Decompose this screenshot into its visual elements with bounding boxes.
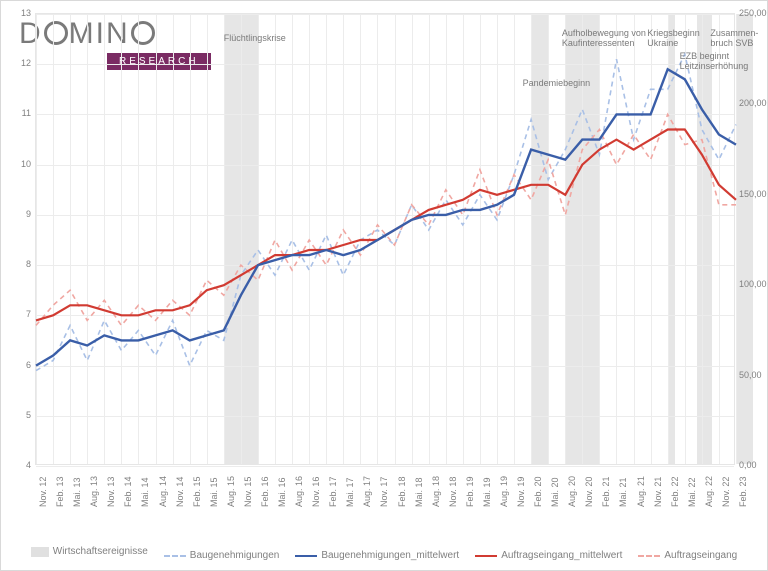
y-left-tick: 10 [15, 159, 31, 169]
x-tick: Nov. 15 [243, 477, 253, 507]
x-tick: Aug. 15 [226, 476, 236, 507]
x-tick: Feb. 14 [123, 476, 133, 507]
x-tick: Nov. 22 [721, 477, 731, 507]
x-tick: Feb. 15 [192, 476, 202, 507]
y-right-tick: 50,00 [739, 370, 762, 380]
x-tick: Aug. 19 [499, 476, 509, 507]
x-tick: Feb. 20 [533, 476, 543, 507]
x-tick: Aug. 17 [362, 476, 372, 507]
x-tick: Nov. 21 [653, 477, 663, 507]
x-tick: Aug. 13 [89, 476, 99, 507]
x-tick: Nov. 14 [175, 477, 185, 507]
legend-label: Baugenehmigungen [190, 550, 280, 561]
legend-label: Auftragseingang_mittelwert [501, 550, 622, 561]
x-tick: Nov. 17 [379, 477, 389, 507]
x-tick: Mai. 22 [687, 477, 697, 507]
legend-swatch [164, 555, 186, 557]
y-left-tick: 5 [15, 410, 31, 420]
legend-swatch [31, 547, 49, 557]
x-tick: Nov. 19 [516, 477, 526, 507]
y-left-tick: 8 [15, 259, 31, 269]
y-left-tick: 13 [15, 8, 31, 18]
y-right-tick: 150,00 [739, 189, 767, 199]
y-right-tick: 200,00 [739, 98, 767, 108]
x-tick: Mai. 15 [209, 477, 219, 507]
y-left-tick: 12 [15, 58, 31, 68]
x-tick: Nov. 12 [38, 477, 48, 507]
y-right-tick: 100,00 [739, 279, 767, 289]
line-series [36, 14, 736, 466]
x-tick: Nov. 13 [106, 477, 116, 507]
event-annotation: EZB beginnt Leitzinserhöhung [680, 52, 749, 72]
legend-item: Auftragseingang [638, 550, 737, 561]
x-tick: Mai. 19 [482, 477, 492, 507]
plot-area: Flüchtlingskrise Pandemiebeginn Aufholbewe… [35, 13, 735, 465]
series-Baugenehmigungen [36, 54, 736, 370]
x-tick: Mai. 21 [618, 477, 628, 507]
y-left-tick: 6 [15, 360, 31, 370]
x-tick: Feb. 23 [738, 476, 748, 507]
event-annotation: Pandemiebeginn [523, 79, 591, 89]
x-tick: Aug. 20 [567, 476, 577, 507]
legend: Wirtschaftsereignisse Baugenehmigungen Bau… [1, 546, 767, 561]
series-Auftragseingang [36, 114, 736, 325]
series-Auftragseingang_mittelwert [36, 130, 736, 321]
event-annotation: Kriegsbeginn Ukraine [647, 29, 700, 49]
series-Baugenehmigungen_mittelwert [36, 69, 736, 365]
x-tick: Nov. 18 [448, 477, 458, 507]
x-tick: Feb. 19 [465, 476, 475, 507]
y-left-tick: 11 [15, 108, 31, 118]
x-tick: Feb. 16 [260, 476, 270, 507]
event-annotation: Zusammen- bruch SVB [710, 29, 758, 49]
x-tick: Mai. 16 [277, 477, 287, 507]
y-left-tick: 7 [15, 309, 31, 319]
x-tick: Aug. 21 [636, 476, 646, 507]
x-tick: Feb. 17 [328, 476, 338, 507]
legend-label: Baugenehmigungen_mittelwert [321, 550, 459, 561]
chart-frame: DMIN RESEARCH FlüchtlingskrisePandemiebe… [0, 0, 768, 571]
legend-item: Baugenehmigungen [164, 550, 280, 561]
y-right-tick: 0,00 [739, 460, 757, 470]
y-left-tick: 4 [15, 460, 31, 470]
event-annotation: Flüchtlingskrise [224, 34, 286, 44]
y-right-tick: 250,00 [739, 8, 767, 18]
legend-item: Baugenehmigungen_mittelwert [295, 550, 459, 561]
legend-label: Auftragseingang [664, 550, 737, 561]
legend-swatch [638, 555, 660, 557]
x-tick: Aug. 14 [158, 476, 168, 507]
legend-swatch [295, 555, 317, 557]
x-tick: Feb. 13 [55, 476, 65, 507]
x-tick: Nov. 16 [311, 477, 321, 507]
x-tick: Mai. 14 [140, 477, 150, 507]
x-tick: Mai. 20 [550, 477, 560, 507]
x-tick: Feb. 22 [670, 476, 680, 507]
x-tick: Aug. 16 [294, 476, 304, 507]
legend-item: Auftragseingang_mittelwert [475, 550, 622, 561]
x-tick: Aug. 18 [431, 476, 441, 507]
legend-swatch [475, 555, 497, 557]
event-band [736, 14, 753, 464]
legend-item: Wirtschaftsereignisse [31, 546, 148, 557]
x-tick: Feb. 18 [397, 476, 407, 507]
y-left-tick: 9 [15, 209, 31, 219]
x-tick: Mai. 18 [414, 477, 424, 507]
x-tick: Aug. 22 [704, 476, 714, 507]
x-tick: Nov. 20 [584, 477, 594, 507]
x-tick: Feb. 21 [601, 476, 611, 507]
x-tick: Mai. 17 [345, 477, 355, 507]
x-tick: Mai. 13 [72, 477, 82, 507]
event-annotation: Aufholbewegung von Kaufinteressenten [562, 29, 646, 49]
legend-label: Wirtschaftsereignisse [53, 546, 148, 557]
